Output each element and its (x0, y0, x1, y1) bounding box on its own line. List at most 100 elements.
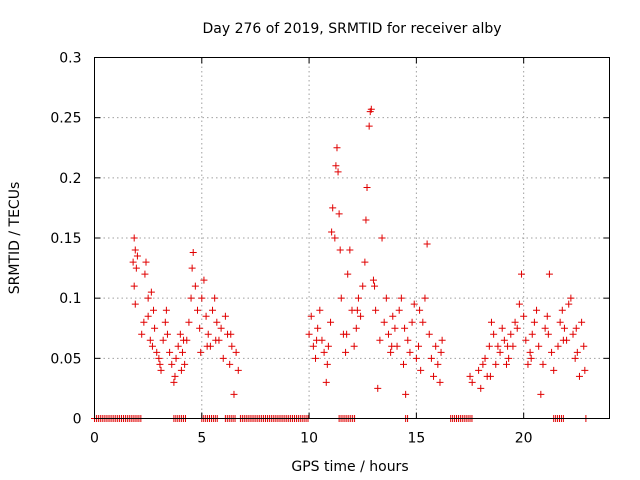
data-point (133, 252, 141, 260)
y-tick-label: 0.05 (50, 351, 81, 367)
data-series-srmtid (91, 105, 590, 422)
data-point (520, 312, 528, 320)
data-point (371, 282, 379, 290)
data-point (350, 342, 358, 350)
data-point (343, 330, 351, 338)
data-point (172, 354, 180, 362)
x-tick-label: 5 (197, 431, 206, 447)
data-point (518, 270, 526, 278)
data-point (404, 336, 412, 344)
data-point (144, 294, 152, 302)
data-point (522, 336, 530, 344)
data-point (189, 248, 197, 256)
data-point (374, 384, 382, 392)
data-point (138, 330, 146, 338)
data-point (485, 342, 493, 350)
data-point (305, 330, 313, 338)
data-point (530, 318, 538, 326)
data-point (320, 348, 328, 356)
data-point (227, 330, 235, 338)
data-point (545, 270, 553, 278)
data-point (438, 336, 446, 344)
data-point (395, 306, 403, 314)
data-point (496, 348, 504, 356)
data-point (548, 348, 556, 356)
data-point (307, 312, 315, 320)
data-point (526, 348, 534, 356)
data-point (140, 318, 148, 326)
data-point (541, 324, 549, 332)
data-point (327, 318, 335, 326)
data-point (387, 348, 395, 356)
data-point (221, 312, 229, 320)
data-point (337, 294, 345, 302)
data-point (365, 122, 373, 130)
y-tick-label: 0.3 (59, 51, 81, 67)
data-point (569, 330, 577, 338)
x-tick-label: 10 (300, 431, 318, 447)
data-point (168, 360, 176, 368)
data-point (384, 330, 392, 338)
data-point (504, 342, 512, 350)
data-point (556, 318, 564, 326)
data-point (487, 318, 495, 326)
data-point (157, 366, 165, 374)
y-tick-label: 0.15 (50, 231, 81, 247)
x-tick-label: 0 (90, 431, 99, 447)
y-tick-label: 0.1 (59, 291, 81, 307)
data-point (219, 354, 227, 362)
data-point (185, 318, 193, 326)
data-point (132, 264, 140, 272)
data-point (515, 300, 523, 308)
data-point (156, 360, 164, 368)
data-point (434, 360, 442, 368)
data-point (468, 378, 476, 386)
data-point (170, 378, 178, 386)
data-point (232, 348, 240, 356)
data-point (397, 294, 405, 302)
data-point (565, 300, 573, 308)
y-tick-label: 0 (73, 412, 82, 428)
data-point (163, 330, 171, 338)
data-point (211, 294, 219, 302)
data-point (131, 300, 139, 308)
data-point (202, 312, 210, 320)
data-point (560, 324, 568, 332)
data-point (543, 312, 551, 320)
data-point (353, 306, 361, 314)
data-point (155, 354, 163, 362)
data-point (212, 336, 220, 344)
data-point (187, 294, 195, 302)
data-point (344, 270, 352, 278)
data-point (581, 366, 589, 374)
data-point (572, 324, 580, 332)
data-point (477, 384, 485, 392)
data-point (217, 324, 225, 332)
data-point (419, 318, 427, 326)
data-point (181, 360, 189, 368)
data-point (382, 294, 390, 302)
data-point (402, 390, 410, 398)
data-point (314, 324, 322, 332)
data-point (234, 366, 242, 374)
data-point (437, 348, 445, 356)
data-point (174, 342, 182, 350)
data-point (554, 342, 562, 350)
data-point (166, 348, 174, 356)
data-point (146, 336, 154, 344)
data-point (354, 294, 362, 302)
data-point (503, 360, 510, 368)
data-point (527, 354, 535, 362)
data-point (178, 348, 186, 356)
data-point (408, 318, 416, 326)
data-point (191, 282, 199, 290)
data-point (401, 324, 409, 332)
data-point (416, 306, 424, 314)
data-point (537, 390, 545, 398)
data-point (342, 348, 350, 356)
data-point (479, 360, 487, 368)
y-axis-label: SRMTID / TECUs (7, 182, 23, 295)
data-point (142, 258, 150, 266)
data-point (380, 318, 388, 326)
